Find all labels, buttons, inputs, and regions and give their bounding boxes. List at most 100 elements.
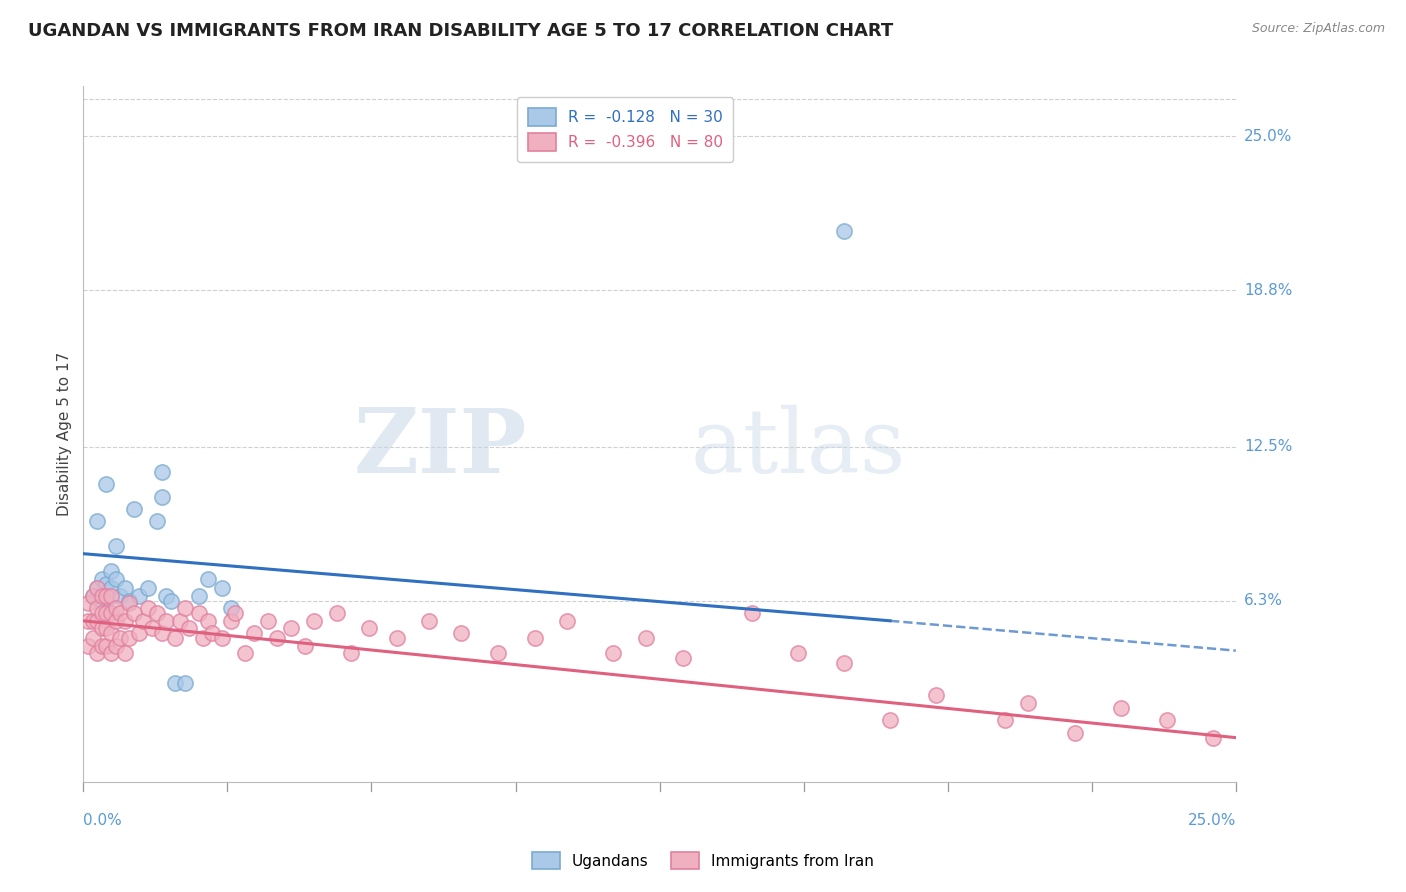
Point bbox=[169, 614, 191, 628]
Point bbox=[832, 223, 855, 237]
Point bbox=[155, 589, 177, 603]
Point bbox=[96, 589, 118, 603]
Point bbox=[90, 589, 112, 603]
Point bbox=[114, 582, 136, 596]
Point bbox=[118, 594, 141, 608]
Point bbox=[486, 646, 509, 660]
Point bbox=[122, 607, 145, 621]
Point bbox=[302, 614, 325, 628]
Point bbox=[90, 572, 112, 586]
Point bbox=[77, 614, 100, 628]
Point bbox=[672, 651, 695, 665]
Text: 0.0%: 0.0% bbox=[83, 813, 122, 828]
Point bbox=[104, 601, 127, 615]
Text: UGANDAN VS IMMIGRANTS FROM IRAN DISABILITY AGE 5 TO 17 CORRELATION CHART: UGANDAN VS IMMIGRANTS FROM IRAN DISABILI… bbox=[28, 22, 893, 40]
Point bbox=[191, 631, 214, 645]
Point bbox=[141, 621, 163, 635]
Point bbox=[136, 582, 159, 596]
Point bbox=[280, 621, 302, 635]
Point bbox=[90, 639, 112, 653]
Point bbox=[100, 646, 122, 660]
Point bbox=[86, 515, 108, 529]
Point bbox=[256, 614, 278, 628]
Point bbox=[82, 614, 104, 628]
Point bbox=[82, 589, 104, 603]
Point bbox=[359, 621, 381, 635]
Point bbox=[128, 626, 150, 640]
Text: 18.8%: 18.8% bbox=[1244, 283, 1292, 298]
Point bbox=[100, 582, 122, 596]
Point bbox=[326, 607, 349, 621]
Point bbox=[150, 465, 173, 479]
Point bbox=[146, 607, 169, 621]
Point bbox=[524, 631, 547, 645]
Point bbox=[1156, 713, 1178, 727]
Point bbox=[994, 713, 1017, 727]
Point bbox=[165, 631, 187, 645]
Point bbox=[108, 607, 131, 621]
Point bbox=[385, 631, 408, 645]
Point bbox=[173, 676, 195, 690]
Legend: Ugandans, Immigrants from Iran: Ugandans, Immigrants from Iran bbox=[526, 846, 880, 875]
Point bbox=[879, 713, 901, 727]
Point bbox=[266, 631, 288, 645]
Legend: R =  -0.128   N = 30, R =  -0.396   N = 80: R = -0.128 N = 30, R = -0.396 N = 80 bbox=[517, 97, 734, 161]
Point bbox=[925, 689, 948, 703]
Point bbox=[114, 646, 136, 660]
Point bbox=[86, 582, 108, 596]
Point bbox=[100, 607, 122, 621]
Point bbox=[418, 614, 440, 628]
Point bbox=[82, 589, 104, 603]
Point bbox=[211, 631, 233, 645]
Point bbox=[150, 490, 173, 504]
Point bbox=[90, 621, 112, 635]
Point bbox=[150, 626, 173, 640]
Point bbox=[294, 639, 316, 653]
Text: 12.5%: 12.5% bbox=[1244, 439, 1292, 454]
Point bbox=[201, 626, 224, 640]
Point bbox=[86, 646, 108, 660]
Point bbox=[557, 614, 579, 628]
Point bbox=[108, 589, 131, 603]
Point bbox=[96, 621, 118, 635]
Point bbox=[1017, 696, 1039, 710]
Point bbox=[187, 607, 209, 621]
Point bbox=[82, 631, 104, 645]
Point bbox=[1063, 725, 1085, 739]
Point bbox=[233, 646, 256, 660]
Point bbox=[197, 572, 219, 586]
Text: Source: ZipAtlas.com: Source: ZipAtlas.com bbox=[1251, 22, 1385, 36]
Point bbox=[86, 614, 108, 628]
Point bbox=[100, 564, 122, 578]
Point bbox=[108, 631, 131, 645]
Point bbox=[90, 594, 112, 608]
Point bbox=[243, 626, 266, 640]
Point bbox=[136, 601, 159, 615]
Text: 6.3%: 6.3% bbox=[1244, 593, 1284, 608]
Point bbox=[165, 676, 187, 690]
Point bbox=[96, 576, 118, 591]
Point bbox=[86, 601, 108, 615]
Point bbox=[114, 614, 136, 628]
Point bbox=[104, 614, 127, 628]
Point bbox=[100, 589, 122, 603]
Point bbox=[179, 621, 201, 635]
Point bbox=[132, 614, 155, 628]
Point bbox=[155, 614, 177, 628]
Point bbox=[96, 477, 118, 491]
Point bbox=[96, 601, 118, 615]
Point bbox=[160, 594, 183, 608]
Point bbox=[634, 631, 657, 645]
Text: ZIP: ZIP bbox=[353, 405, 527, 491]
Point bbox=[104, 539, 127, 553]
Point bbox=[90, 607, 112, 621]
Point bbox=[219, 614, 242, 628]
Point bbox=[197, 614, 219, 628]
Point bbox=[1202, 731, 1225, 745]
Point bbox=[118, 631, 141, 645]
Point bbox=[832, 656, 855, 670]
Point bbox=[118, 596, 141, 610]
Point bbox=[211, 582, 233, 596]
Point bbox=[224, 607, 246, 621]
Point bbox=[128, 589, 150, 603]
